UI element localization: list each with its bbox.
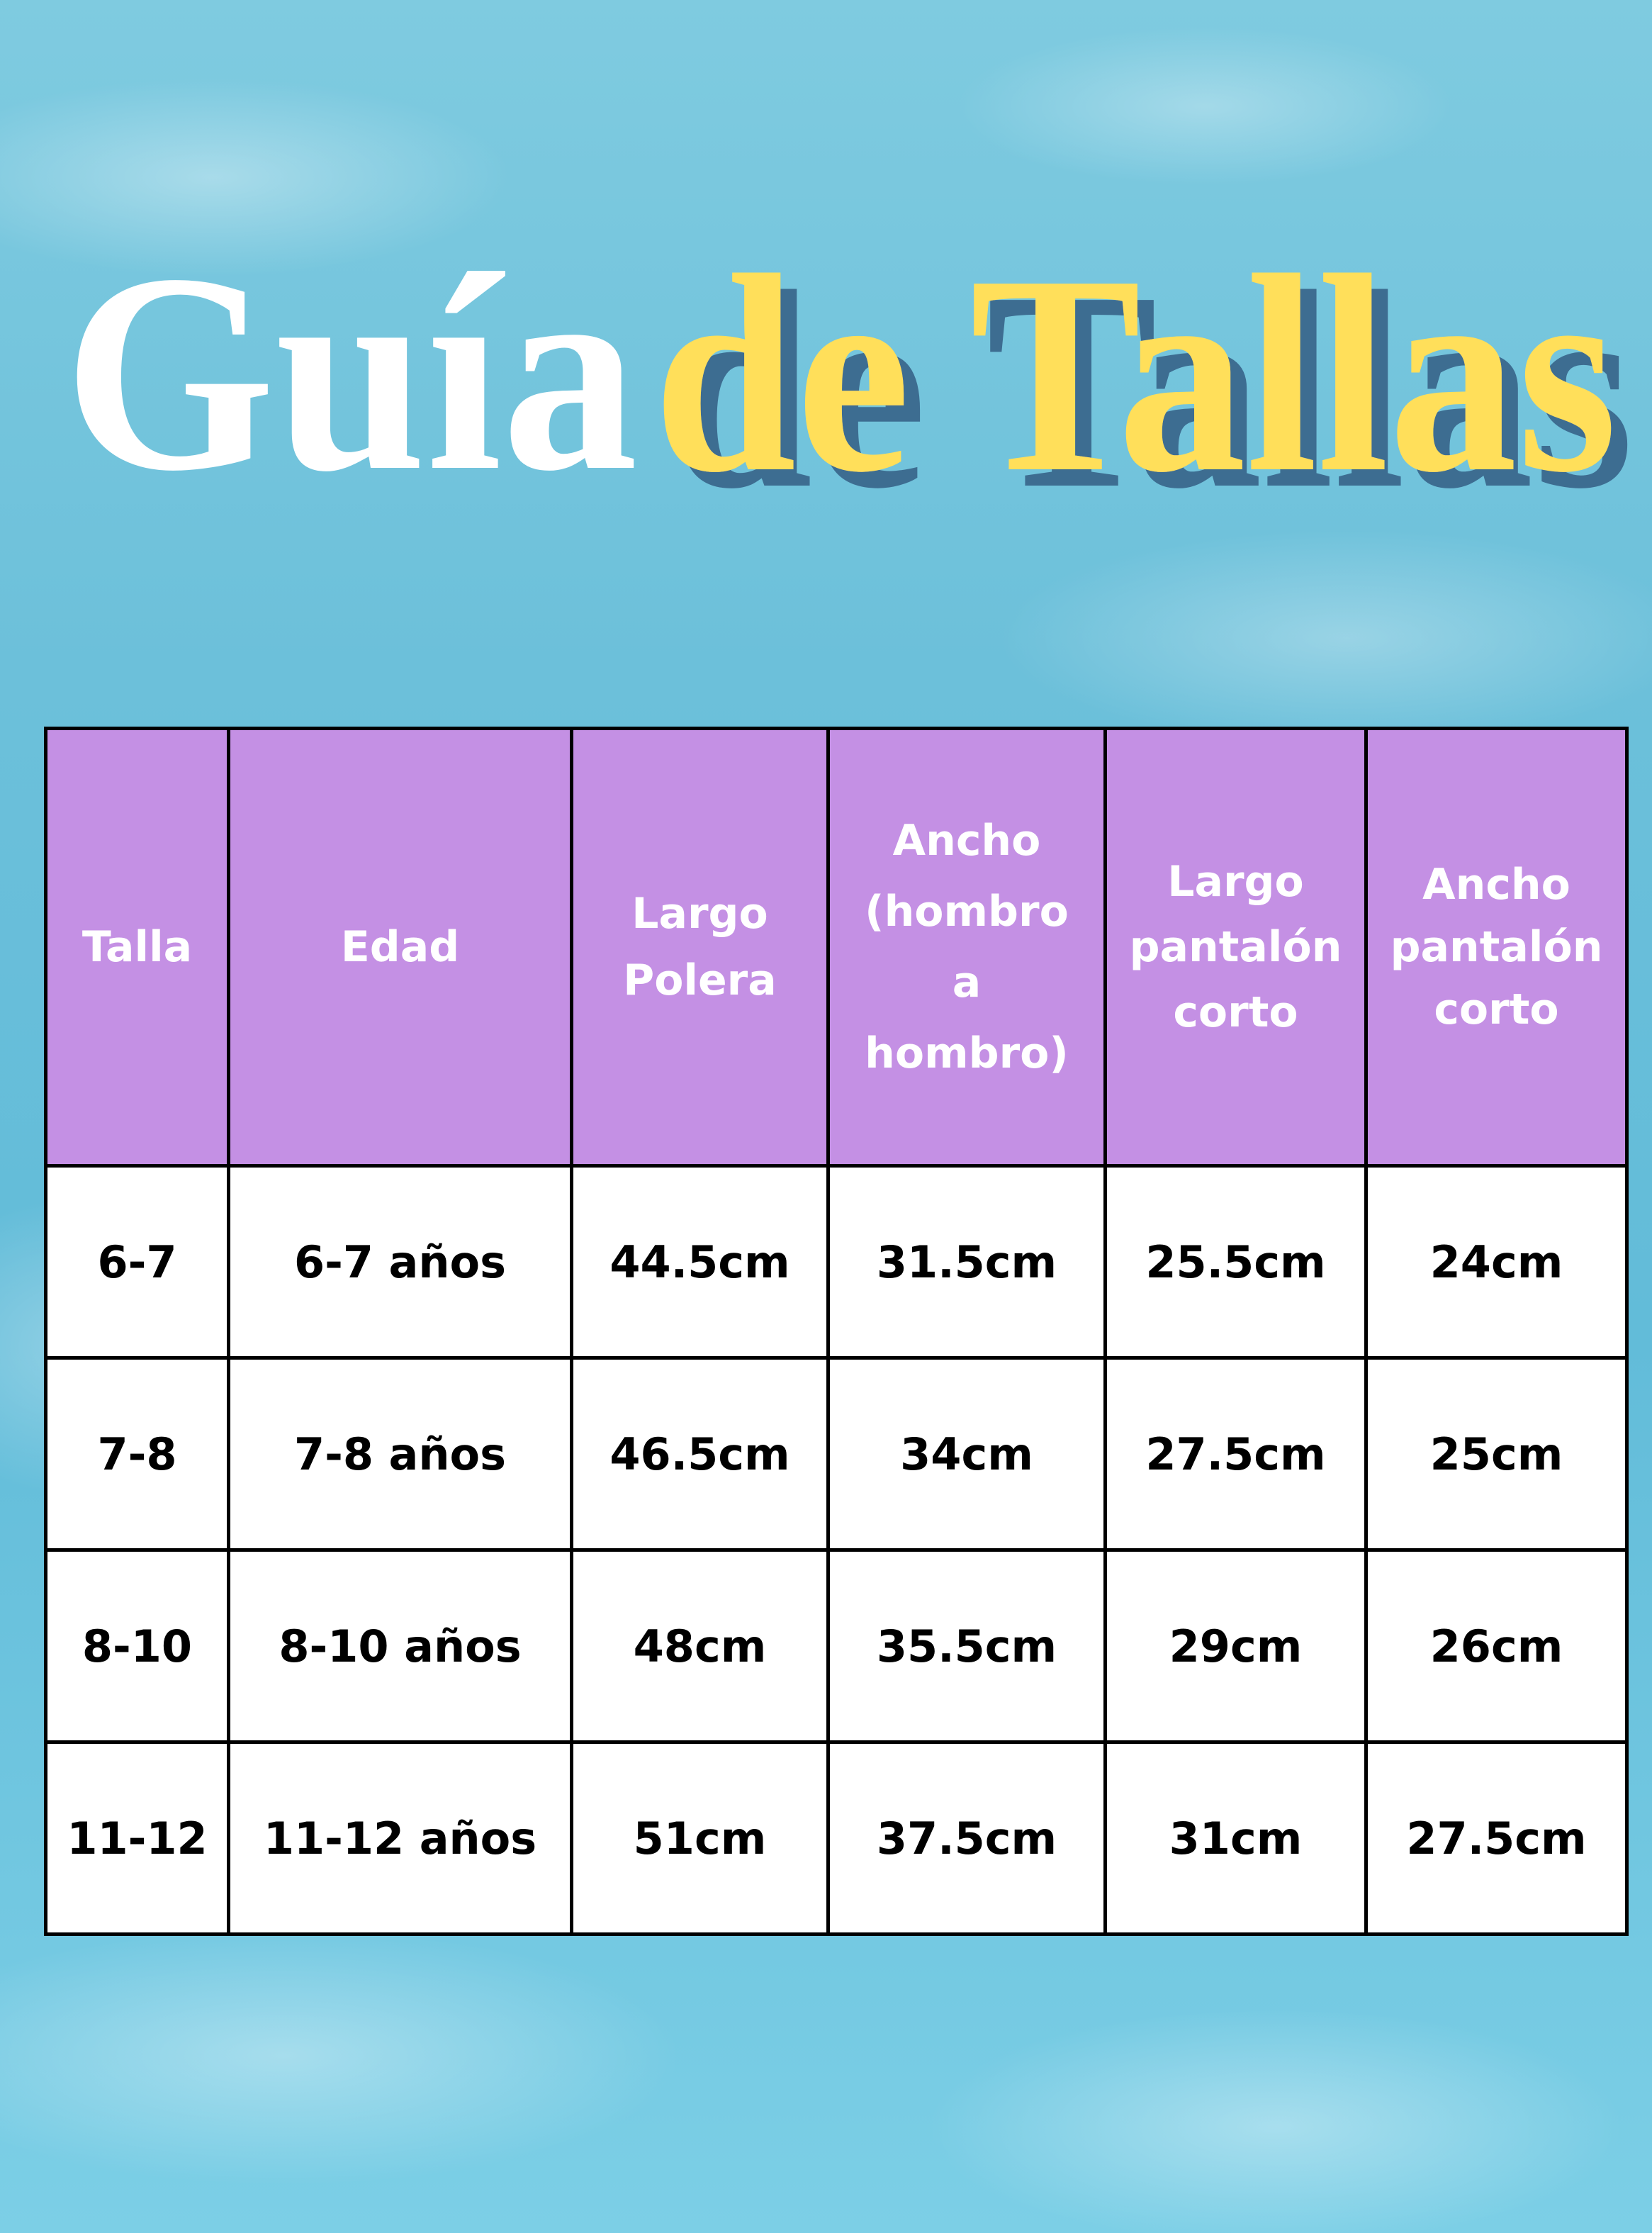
cell-talla: 11-12 bbox=[44, 1740, 230, 1936]
cell-ancho-hombro: 34cm bbox=[826, 1356, 1107, 1552]
cell-ancho-hombro: 35.5cm bbox=[826, 1548, 1107, 1744]
cell-edad: 6-7 años bbox=[227, 1164, 573, 1360]
cell-largo-pantalon: 29cm bbox=[1103, 1548, 1368, 1744]
header-largo-pantalon: Largo pantalón corto bbox=[1103, 727, 1368, 1168]
cell-ancho-hombro: 31.5cm bbox=[826, 1164, 1107, 1360]
cell-edad: 8-10 años bbox=[227, 1548, 573, 1744]
cell-largo-polera: 48cm bbox=[570, 1548, 830, 1744]
cell-talla: 6-7 bbox=[44, 1164, 230, 1360]
cell-largo-pantalon: 27.5cm bbox=[1103, 1356, 1368, 1552]
title-de-tallas: de Tallas bbox=[653, 217, 1617, 531]
table-row: 8-10 8-10 años 48cm 35.5cm 29cm 26cm bbox=[44, 1548, 1629, 1744]
cell-ancho-pantalon: 25cm bbox=[1364, 1356, 1629, 1552]
cell-ancho-pantalon: 26cm bbox=[1364, 1548, 1629, 1744]
cell-ancho-pantalon: 24cm bbox=[1364, 1164, 1629, 1360]
header-edad: Edad bbox=[227, 727, 573, 1168]
cell-largo-polera: 44.5cm bbox=[570, 1164, 830, 1360]
cell-edad: 11-12 años bbox=[227, 1740, 573, 1936]
cell-largo-polera: 46.5cm bbox=[570, 1356, 830, 1552]
table-row: 6-7 6-7 años 44.5cm 31.5cm 25.5cm 24cm bbox=[44, 1164, 1629, 1360]
table-row: 7-8 7-8 años 46.5cm 34cm 27.5cm 25cm bbox=[44, 1356, 1629, 1552]
cell-edad: 7-8 años bbox=[227, 1356, 573, 1552]
title-guia: Guía bbox=[64, 216, 638, 530]
table-body: 6-7 6-7 años 44.5cm 31.5cm 25.5cm 24cm 7-8 7-8 … bbox=[44, 1164, 1629, 1936]
cell-ancho-pantalon: 27.5cm bbox=[1364, 1740, 1629, 1936]
table-row: 11-12 11-12 años 51cm 37.5cm 31cm 27.5cm bbox=[44, 1740, 1629, 1936]
cell-largo-pantalon: 25.5cm bbox=[1103, 1164, 1368, 1360]
table-header-row: Talla Edad Largo Polera Ancho (hombro a … bbox=[44, 727, 1629, 1168]
header-largo-polera: Largo Polera bbox=[570, 727, 830, 1168]
page-title: Guía de Tallas bbox=[64, 216, 1617, 531]
header-ancho-hombro: Ancho (hombro a hombro) bbox=[826, 727, 1107, 1168]
header-talla: Talla bbox=[44, 727, 230, 1168]
cell-talla: 7-8 bbox=[44, 1356, 230, 1552]
cell-ancho-hombro: 37.5cm bbox=[826, 1740, 1107, 1936]
header-ancho-pantalon: Ancho pantalón corto bbox=[1364, 727, 1629, 1168]
cell-talla: 8-10 bbox=[44, 1548, 230, 1744]
cell-largo-polera: 51cm bbox=[570, 1740, 830, 1936]
cell-largo-pantalon: 31cm bbox=[1103, 1740, 1368, 1936]
size-table: Talla Edad Largo Polera Ancho (hombro a … bbox=[44, 727, 1629, 1936]
